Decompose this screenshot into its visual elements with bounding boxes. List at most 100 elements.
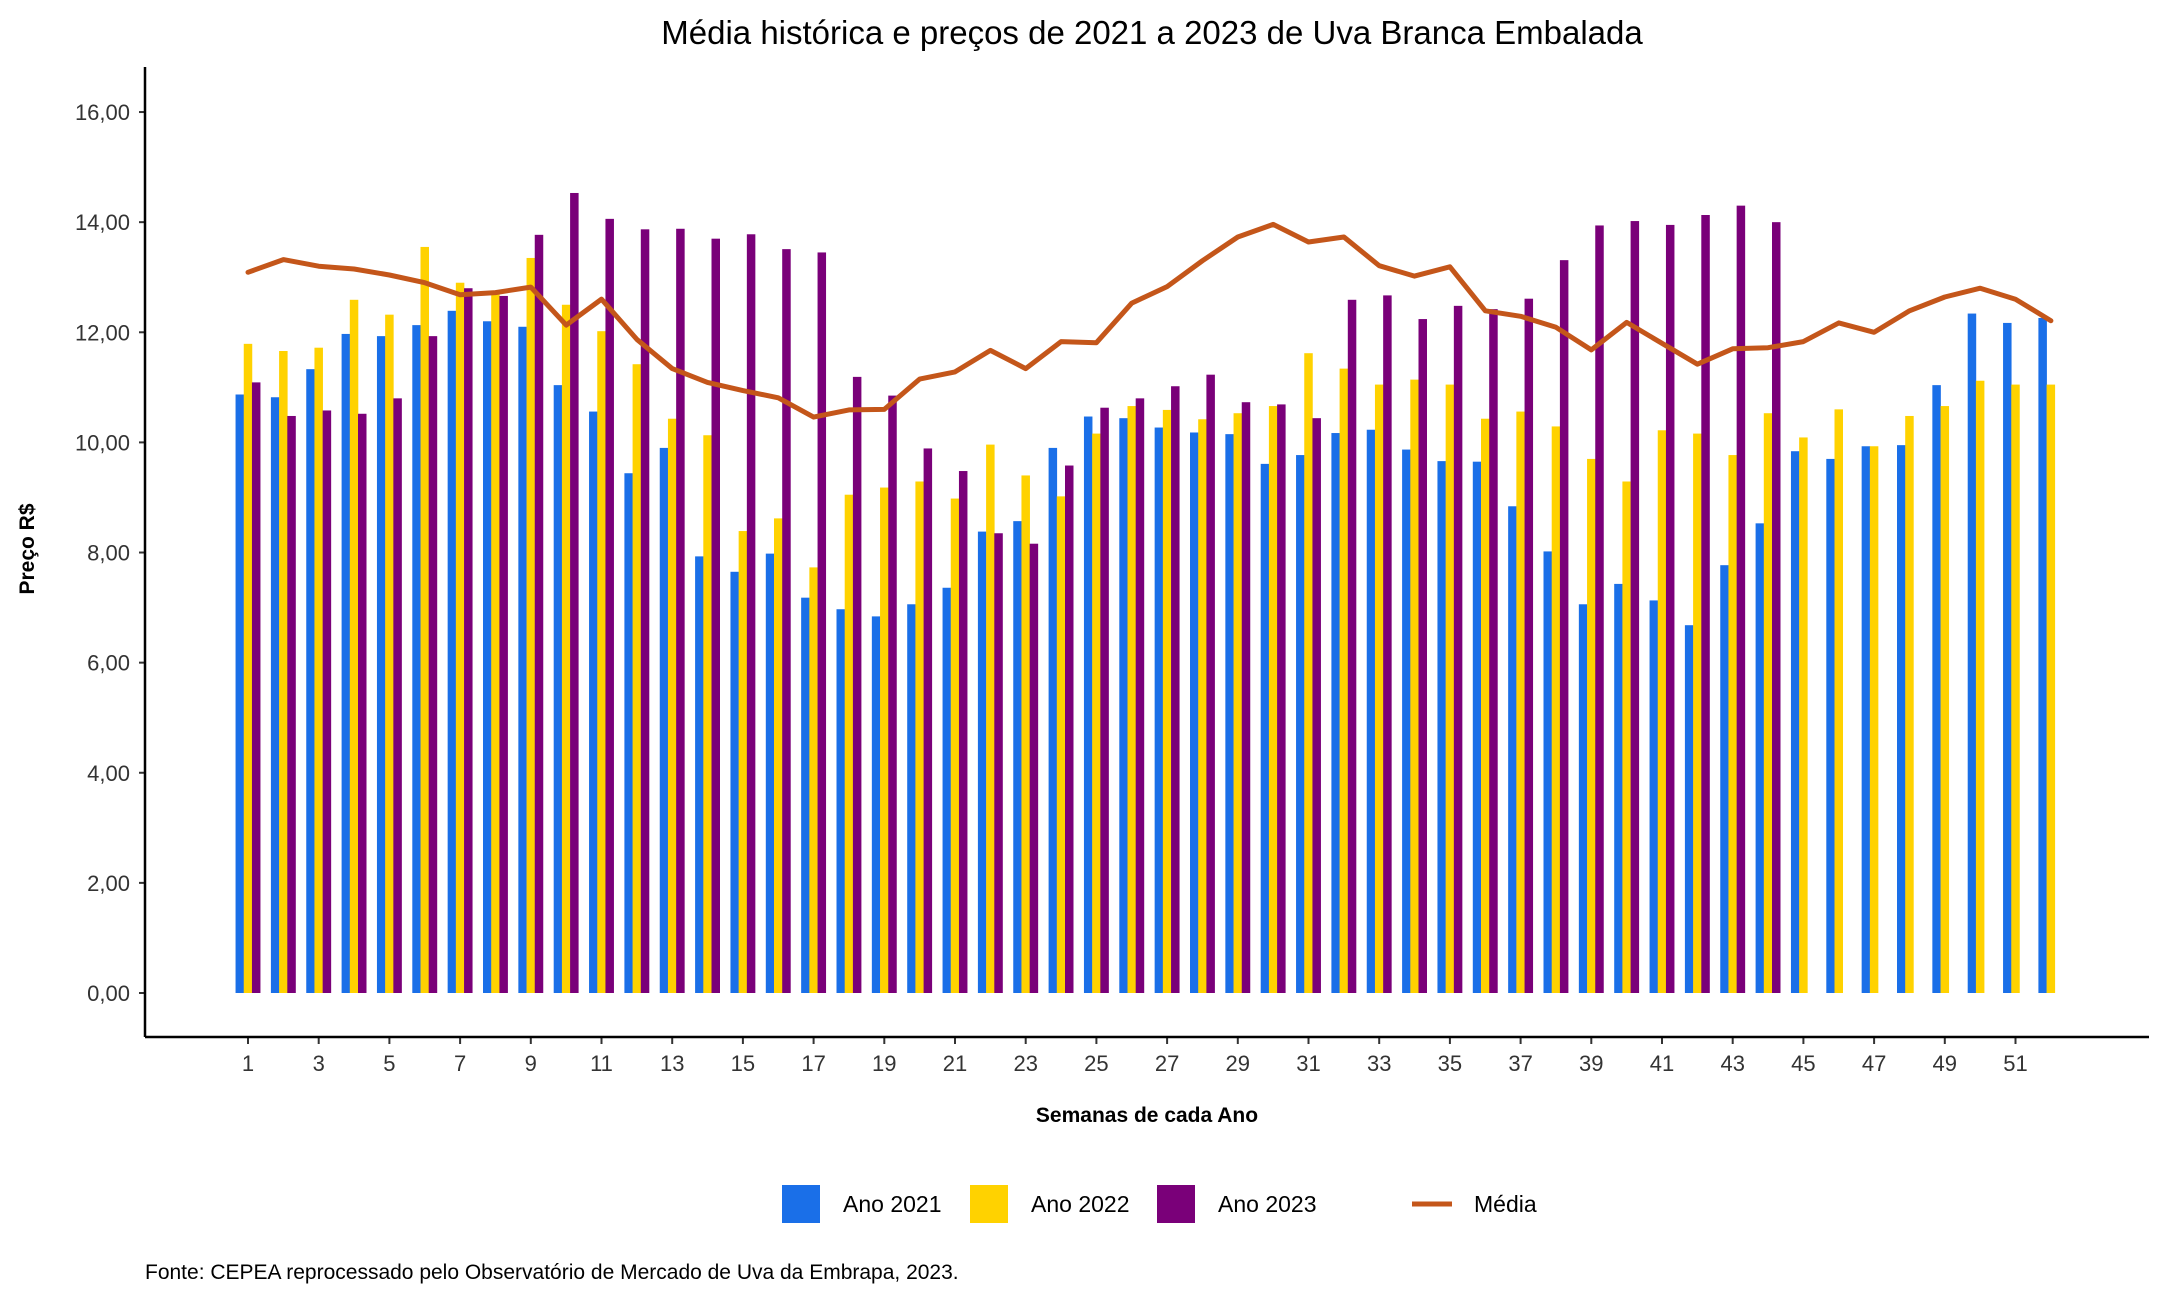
x-tick-label: 31 — [1296, 1051, 1320, 1076]
x-axis-ticks: 1 3 5 7 9 11 13 15 17 19 21 23 25 27 29 31 33 35 37 39 41 43 4… — [242, 1037, 2028, 1076]
bar — [1366, 429, 1376, 993]
bar — [730, 571, 739, 993]
bar — [1029, 543, 1039, 993]
bar — [844, 494, 854, 993]
bar — [888, 395, 897, 993]
bar — [1304, 353, 1313, 994]
x-tick-label: 11 — [590, 1051, 613, 1076]
bar — [1198, 419, 1207, 994]
x-tick-label: 37 — [1508, 1051, 1532, 1076]
bar — [624, 473, 633, 993]
bar — [1543, 551, 1552, 993]
bar — [1453, 305, 1463, 993]
bar — [746, 234, 756, 993]
bar — [570, 192, 579, 993]
bar — [1516, 411, 1525, 993]
x-tick-label: 25 — [1084, 1051, 1108, 1076]
bar — [1578, 604, 1588, 993]
bar — [1260, 463, 1270, 993]
bar — [1657, 430, 1667, 993]
x-tick-label: 27 — [1155, 1051, 1179, 1076]
bar — [1524, 298, 1534, 994]
bar — [1772, 222, 1781, 993]
bar — [1331, 433, 1340, 993]
bar — [1508, 506, 1517, 993]
x-tick-label: 33 — [1367, 1051, 1391, 1076]
bar — [1559, 260, 1569, 994]
bar — [1720, 565, 1729, 993]
bar — [765, 553, 775, 993]
bar — [1100, 407, 1109, 994]
bar — [1277, 404, 1286, 994]
bar — [1665, 224, 1675, 994]
bar — [923, 448, 933, 993]
bar — [597, 331, 606, 993]
x-tick-label: 45 — [1791, 1051, 1815, 1076]
bar — [1135, 398, 1145, 993]
x-tick-label: 7 — [454, 1051, 466, 1076]
y-tick-label: 8,00 — [87, 541, 130, 566]
bar — [1013, 521, 1022, 993]
x-tick-label: 3 — [313, 1051, 325, 1076]
bar — [1021, 475, 1030, 993]
bar — [1595, 225, 1604, 993]
bar — [270, 397, 280, 993]
bar — [1905, 415, 1914, 993]
bar — [703, 435, 712, 993]
bar — [1162, 409, 1172, 993]
bar-series-group — [235, 192, 2056, 994]
bar — [977, 531, 987, 993]
bar — [1339, 368, 1349, 993]
bar — [817, 252, 827, 993]
bar — [1861, 446, 1871, 993]
y-tick-label: 12,00 — [75, 320, 130, 345]
x-tick-label: 5 — [383, 1051, 395, 1076]
bar — [420, 246, 429, 993]
bar — [561, 304, 571, 993]
bar — [1119, 418, 1128, 994]
y-axis-title: Preço R$ — [16, 503, 39, 594]
bar — [907, 604, 916, 993]
bar — [287, 415, 296, 993]
bar — [836, 609, 845, 993]
y-tick-label: 2,00 — [87, 871, 130, 896]
bar — [589, 411, 598, 993]
bar — [1701, 215, 1710, 993]
bar — [358, 413, 367, 993]
bar — [1834, 409, 1843, 993]
bar — [1437, 461, 1446, 994]
bar — [2011, 384, 2020, 993]
legend: Ano 2021 Ano 2022 Ano 2023 Média — [782, 1185, 1537, 1223]
bar — [1897, 445, 1906, 993]
bar — [1755, 523, 1765, 993]
legend-label: Média — [1474, 1191, 1537, 1217]
bar — [2038, 317, 2047, 994]
bar — [1206, 374, 1215, 993]
bar — [1826, 458, 1835, 994]
bar — [915, 481, 924, 993]
average-line — [245, 221, 2054, 420]
x-tick-label: 51 — [2003, 1051, 2027, 1076]
bar — [1649, 600, 1659, 993]
bar — [1410, 379, 1419, 993]
bar — [491, 292, 500, 994]
bar — [1869, 446, 1879, 993]
bar — [880, 487, 889, 993]
bar — [1630, 221, 1640, 993]
bar — [393, 398, 402, 993]
x-tick-label: 21 — [943, 1051, 967, 1076]
bar — [809, 567, 818, 993]
bar — [1489, 309, 1498, 993]
bar — [385, 314, 394, 994]
bar — [1728, 455, 1737, 993]
bar — [447, 310, 457, 993]
bar — [1481, 418, 1490, 993]
bar — [1967, 313, 1977, 994]
x-tick-label: 47 — [1862, 1051, 1886, 1076]
chart-title: Média histórica e preços de 2021 a 2023 … — [661, 14, 1643, 51]
bar — [1268, 406, 1278, 993]
y-tick-label: 10,00 — [75, 430, 130, 455]
y-tick-label: 4,00 — [87, 761, 130, 786]
bar-series-ano-2022 — [243, 246, 2056, 994]
